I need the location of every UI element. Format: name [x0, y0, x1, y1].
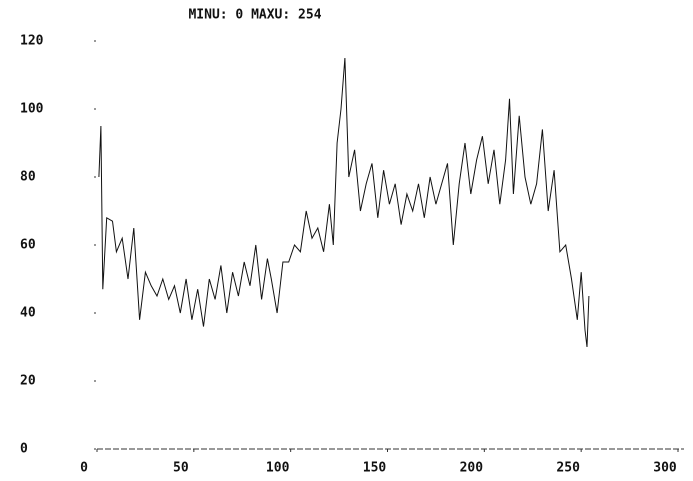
y-tick-label: 100: [20, 102, 44, 117]
chart-title: MINU: 0 MAXU: 254: [188, 8, 321, 23]
y-tick-label: 120: [20, 34, 44, 49]
x-tick-label: 300: [653, 461, 677, 476]
y-tick-label: 0: [20, 442, 28, 457]
y-tick-label: 60: [20, 238, 36, 253]
y-tick-label: 80: [20, 170, 36, 185]
x-tick-label: 200: [460, 461, 484, 476]
y-tick-label: 20: [20, 374, 36, 389]
y-tick-label: 40: [20, 306, 36, 321]
x-tick-label: 50: [173, 461, 189, 476]
x-tick-label: 0: [80, 461, 88, 476]
x-tick-label: 100: [266, 461, 290, 476]
x-tick-label: 250: [556, 461, 580, 476]
data-line: [98, 57, 590, 348]
x-tick-label: 150: [363, 461, 387, 476]
